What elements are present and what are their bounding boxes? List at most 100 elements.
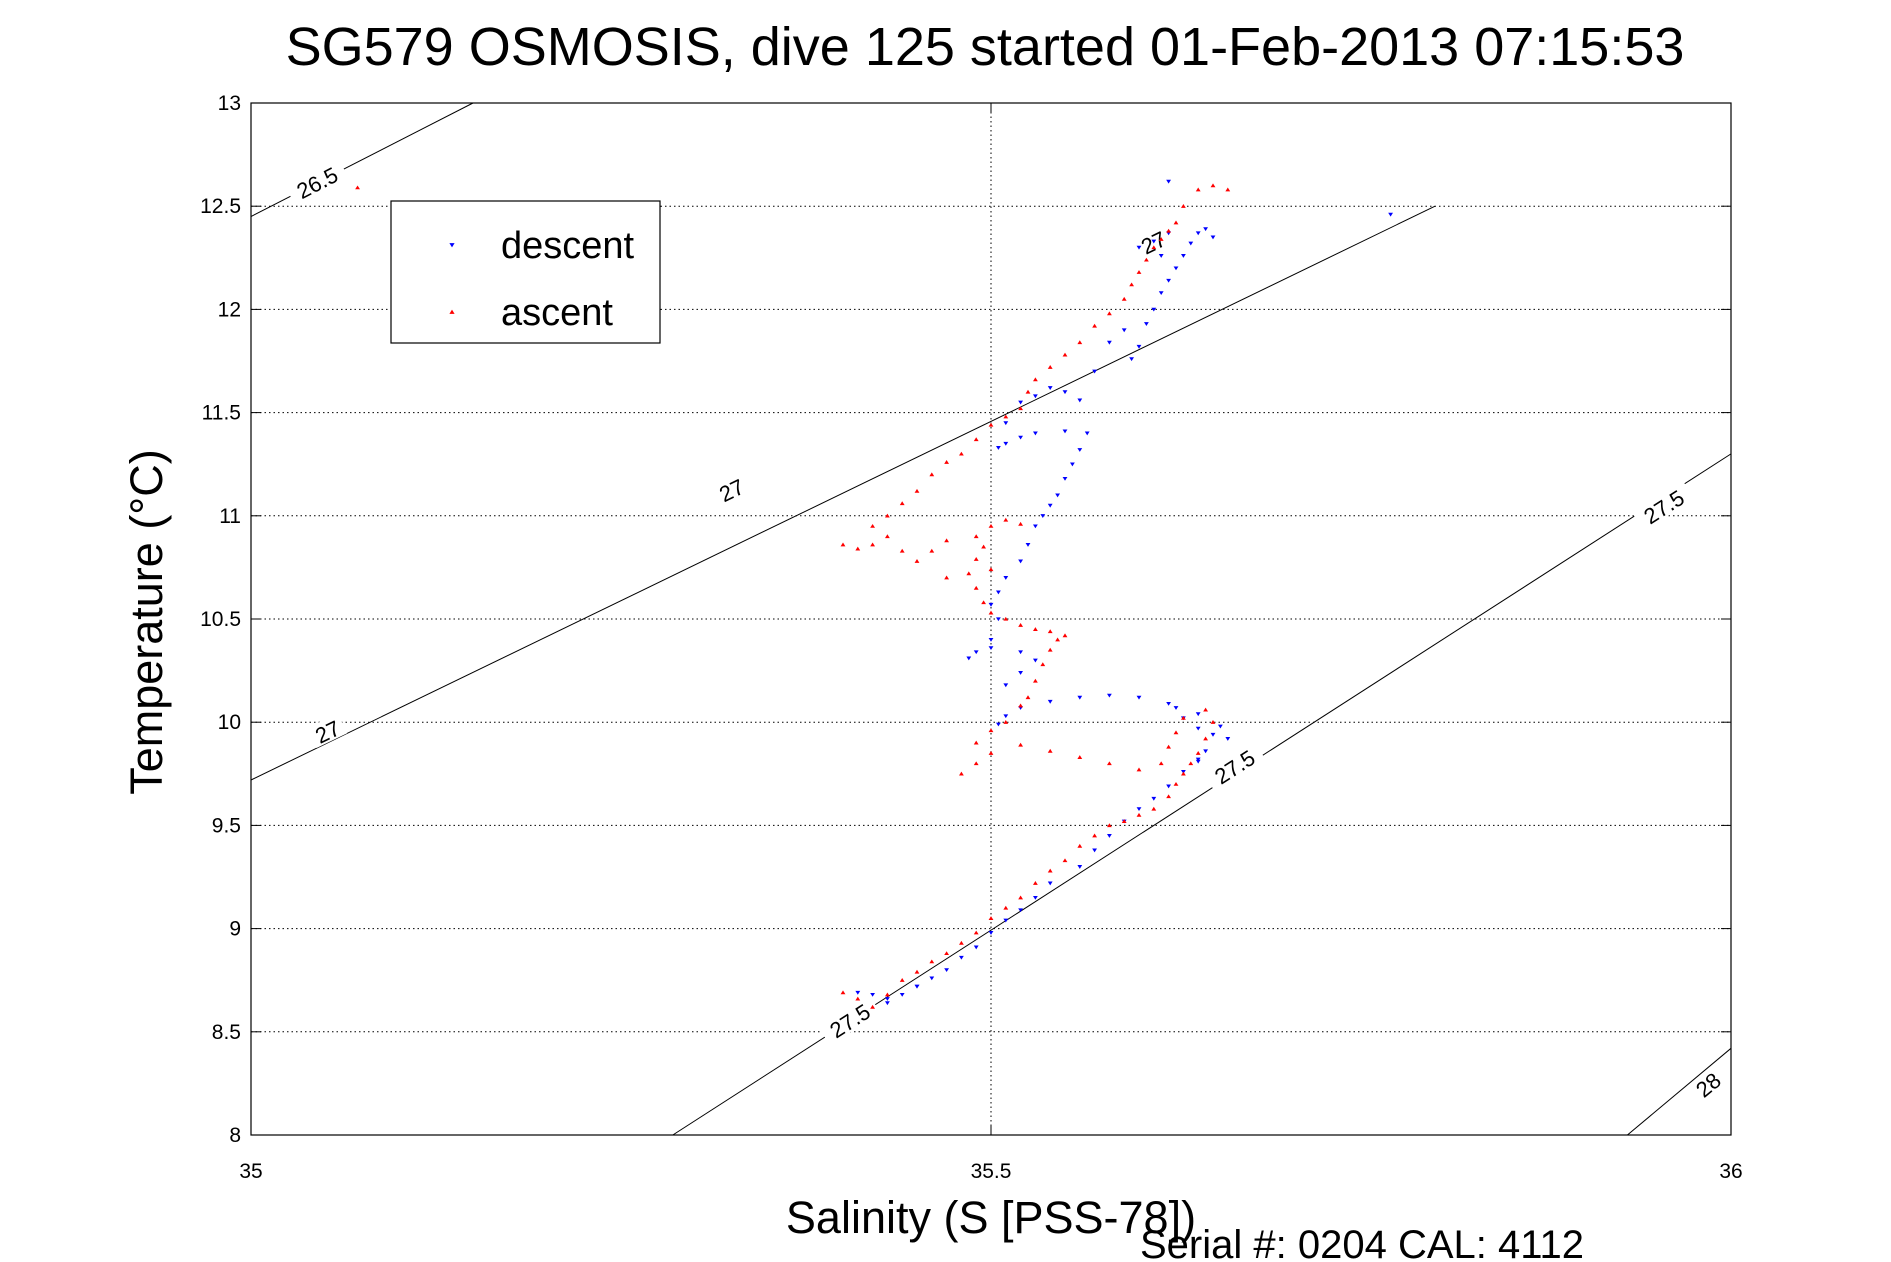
data-point [914, 984, 920, 989]
y-tick-label: 9.5 [212, 814, 241, 837]
data-point [973, 761, 979, 766]
series-ascent [355, 183, 1231, 1009]
data-point [1136, 807, 1142, 812]
data-point [870, 1004, 875, 1009]
data-point [988, 916, 994, 920]
data-point [973, 930, 979, 935]
data-point [840, 990, 846, 995]
data-point [1003, 441, 1009, 446]
data-point [1158, 761, 1164, 766]
data-point [996, 617, 1001, 622]
data-point [899, 978, 905, 982]
legend-label-descent: descent [501, 225, 635, 267]
data-point [914, 488, 920, 493]
data-point [899, 548, 905, 553]
legend-box [390, 200, 661, 344]
data-point [1225, 737, 1231, 741]
data-point [1129, 357, 1134, 362]
data-point [988, 567, 994, 572]
contour-label-mask [1687, 1064, 1728, 1104]
data-point [1092, 323, 1097, 328]
data-point [996, 446, 1001, 450]
data-point [1018, 406, 1023, 411]
data-point [1107, 823, 1112, 828]
data-point [973, 534, 979, 539]
data-point [1158, 291, 1164, 296]
data-point [1195, 187, 1201, 192]
data-point [840, 542, 846, 547]
contour-label: 28 [1691, 1068, 1726, 1103]
data-point [899, 992, 905, 997]
data-point [1181, 715, 1186, 720]
data-point [1158, 237, 1164, 241]
data-point [914, 559, 920, 563]
data-point [1003, 683, 1009, 688]
data-point [1077, 340, 1083, 345]
data-point [1033, 431, 1038, 436]
data-point [1188, 761, 1194, 766]
data-point [1173, 730, 1179, 735]
data-point [1018, 650, 1023, 655]
data-point [944, 459, 949, 464]
data-point [973, 740, 979, 745]
data-point [1195, 751, 1201, 755]
data-point [988, 728, 994, 733]
data-point [966, 571, 972, 576]
contour-label-mask [1632, 480, 1695, 532]
data-point [885, 997, 890, 1001]
data-point [855, 990, 861, 995]
data-point [988, 646, 994, 651]
legend: descent ascent [390, 200, 661, 344]
data-point [1203, 749, 1208, 754]
legend-marker-ascent [449, 309, 455, 314]
data-point [1018, 908, 1023, 913]
data-point [1077, 843, 1083, 848]
data-point [1158, 254, 1164, 258]
contour-line [250, 102, 474, 217]
data-point [1025, 543, 1031, 547]
data-point [1055, 493, 1060, 498]
data-point [1047, 748, 1053, 753]
y-tick-label: 11 [219, 505, 241, 528]
data-point [1033, 678, 1038, 683]
data-point [1107, 761, 1112, 766]
data-point [1203, 227, 1208, 232]
data-point [1047, 868, 1053, 873]
data-point [959, 940, 964, 945]
data-point [1018, 435, 1023, 440]
data-point [1136, 767, 1142, 772]
data-point [1107, 311, 1112, 316]
data-point [1151, 245, 1157, 250]
contour-label-mask [1202, 740, 1266, 792]
data-point [355, 185, 360, 190]
data-point [1210, 732, 1216, 737]
data-point [973, 556, 979, 561]
data-point [959, 451, 964, 456]
data-point [1047, 699, 1053, 704]
y-tick-label: 12 [218, 298, 241, 321]
data-point [929, 548, 935, 553]
data-point [1077, 448, 1083, 452]
data-point [973, 437, 979, 442]
data-point [988, 931, 994, 935]
data-point [1040, 662, 1046, 667]
data-point [973, 585, 979, 590]
data-point [1047, 629, 1053, 634]
data-point [1210, 235, 1216, 240]
data-point [1062, 390, 1068, 395]
data-point [855, 546, 861, 551]
y-tick-label: 8 [229, 1124, 241, 1147]
data-point [1144, 322, 1149, 327]
data-point [988, 523, 994, 528]
data-point [1003, 616, 1009, 621]
data-point [973, 650, 979, 655]
data-point [959, 955, 964, 960]
data-point [1092, 369, 1097, 374]
data-series [355, 179, 1393, 1009]
data-point [855, 996, 861, 1001]
y-tick-label: 11.5 [202, 402, 241, 425]
data-point [1047, 365, 1053, 369]
data-point [1203, 707, 1208, 712]
data-point [1077, 695, 1083, 700]
data-point [1062, 858, 1068, 863]
